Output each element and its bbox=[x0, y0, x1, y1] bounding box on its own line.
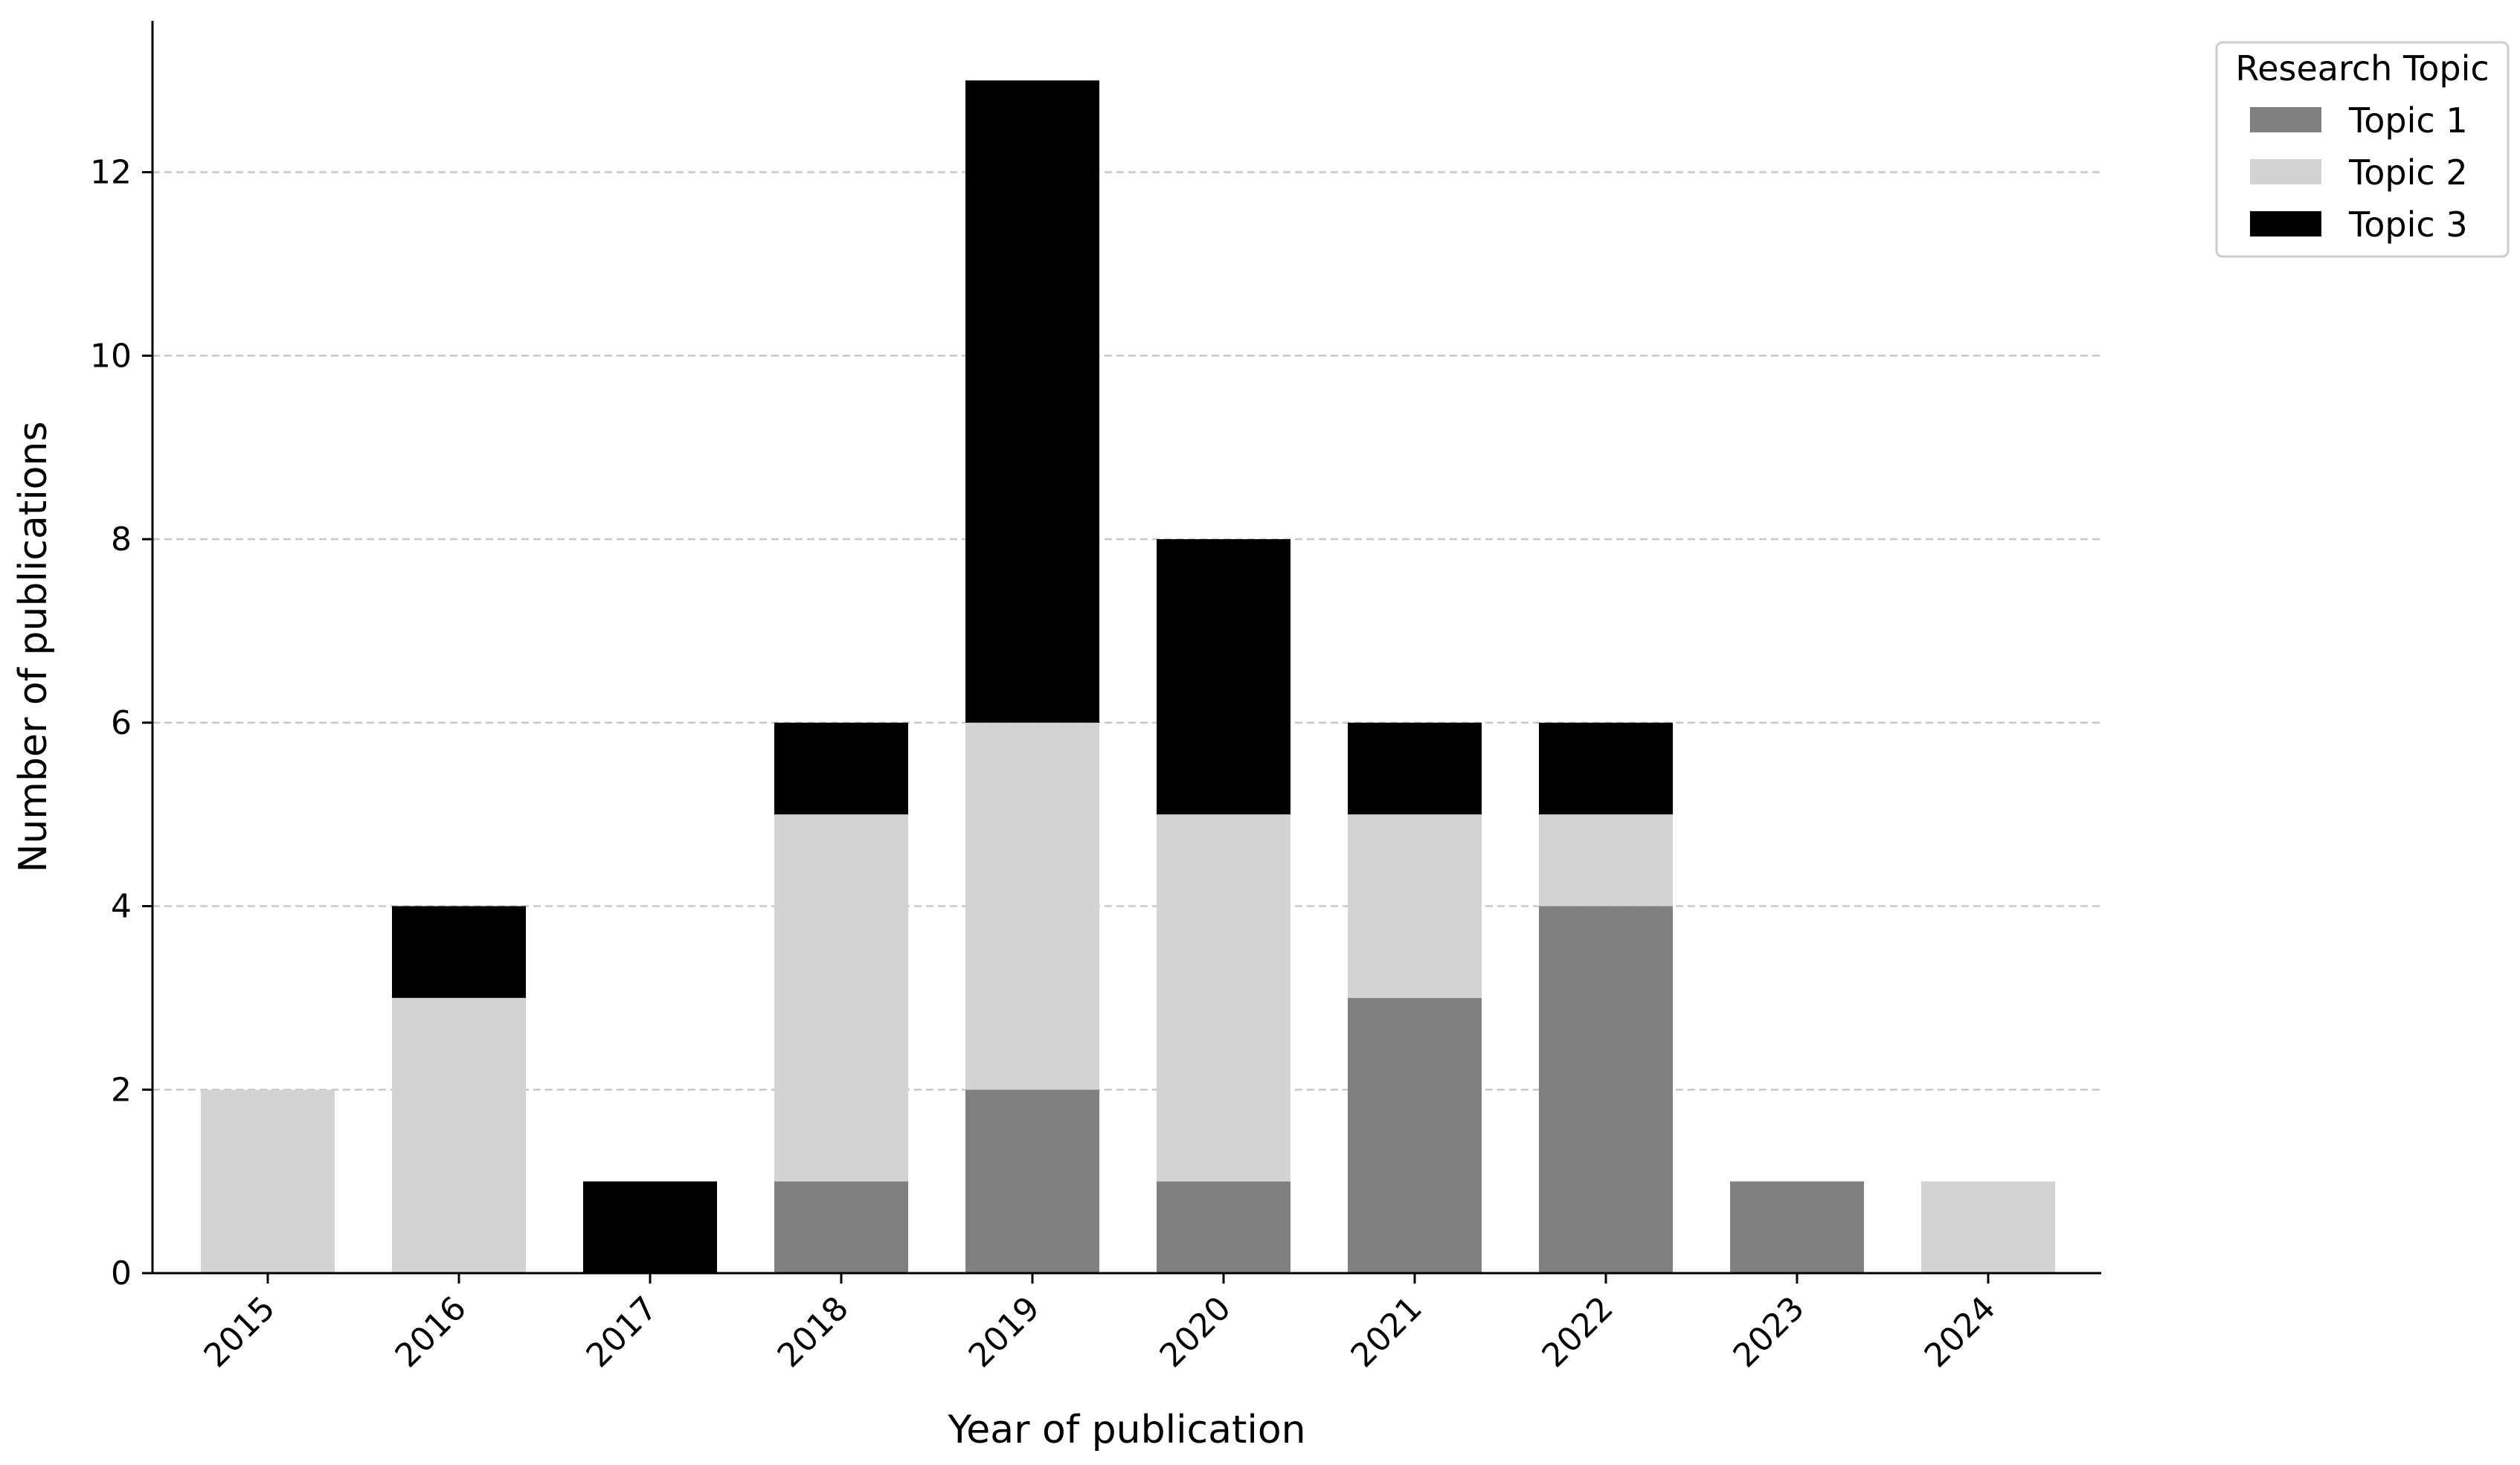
y-tick-label: 10 bbox=[90, 337, 132, 375]
axes bbox=[151, 21, 2101, 1275]
bar-topic-2-2022 bbox=[1539, 814, 1673, 907]
x-tick-label: 2024 bbox=[1918, 1289, 2003, 1375]
bar-topic-3-2019 bbox=[965, 80, 1099, 723]
x-tick-label: 2015 bbox=[197, 1289, 283, 1375]
bar-topic-3-2018 bbox=[774, 722, 908, 815]
legend-swatch-topic-3 bbox=[2250, 211, 2321, 236]
legend: Research Topic Topic 1 Topic 2 Topic 3 bbox=[2215, 41, 2510, 258]
bar-topic-2-2021 bbox=[1348, 814, 1482, 998]
bars bbox=[201, 80, 2055, 1273]
legend-swatch-topic-2 bbox=[2250, 159, 2321, 184]
bar-topic-3-2016 bbox=[392, 906, 526, 998]
x-tick-label: 2020 bbox=[1153, 1289, 1238, 1375]
x-tick-label: 2019 bbox=[962, 1289, 1047, 1375]
legend-swatch-topic-1 bbox=[2250, 107, 2321, 132]
x-tick-label: 2018 bbox=[771, 1289, 856, 1375]
x-tick-label: 2016 bbox=[388, 1289, 474, 1375]
y-tick-label: 2 bbox=[111, 1071, 132, 1109]
y-tick-label: 4 bbox=[111, 888, 132, 926]
legend-label: Topic 3 bbox=[2348, 205, 2468, 245]
bar-topic-3-2020 bbox=[1157, 539, 1290, 815]
legend-title: Research Topic bbox=[2235, 48, 2489, 88]
bar-topic-3-2021 bbox=[1348, 722, 1482, 815]
x-tick-label: 2017 bbox=[579, 1289, 665, 1375]
bar-topic-2-2024 bbox=[1921, 1181, 2055, 1273]
bar-topic-1-2020 bbox=[1157, 1181, 1290, 1273]
bar-topic-2-2018 bbox=[774, 814, 908, 1182]
x-tick-label: 2023 bbox=[1726, 1289, 1812, 1375]
y-tick-label: 8 bbox=[111, 521, 132, 558]
x-axis-label: Year of publication bbox=[947, 1408, 1305, 1452]
y-ticks: 0 2 4 6 8 10 12 bbox=[90, 154, 152, 1292]
y-axis-label: Number of publications bbox=[11, 421, 56, 872]
bar-topic-1-2023 bbox=[1730, 1181, 1864, 1273]
legend-items: Topic 1 Topic 2 Topic 3 bbox=[2250, 100, 2468, 245]
bar-topic-3-2017 bbox=[583, 1181, 717, 1273]
bar-topic-2-2020 bbox=[1157, 814, 1290, 1182]
x-ticks: 2015 2016 2017 2018 2019 2020 2021 2022 2023 2024 bbox=[197, 1273, 2003, 1375]
y-tick-label: 12 bbox=[90, 154, 132, 192]
y-tick-label: 0 bbox=[111, 1255, 132, 1292]
x-tick-label: 2022 bbox=[1535, 1289, 1621, 1375]
y-tick-label: 6 bbox=[111, 704, 132, 742]
bar-topic-2-2019 bbox=[965, 722, 1099, 1090]
bar-topic-3-2022 bbox=[1539, 722, 1673, 815]
legend-label: Topic 2 bbox=[2348, 152, 2468, 193]
bar-topic-1-2021 bbox=[1348, 997, 1482, 1273]
bar-topic-2-2016 bbox=[392, 997, 526, 1273]
bar-topic-1-2018 bbox=[774, 1181, 908, 1273]
x-tick-label: 2021 bbox=[1344, 1289, 1430, 1375]
legend-frame bbox=[2215, 41, 2510, 258]
bar-topic-1-2019 bbox=[965, 1089, 1099, 1273]
legend-label: Topic 1 bbox=[2348, 100, 2468, 141]
bar-topic-1-2022 bbox=[1539, 906, 1673, 1273]
bar-topic-2-2015 bbox=[201, 1089, 335, 1273]
